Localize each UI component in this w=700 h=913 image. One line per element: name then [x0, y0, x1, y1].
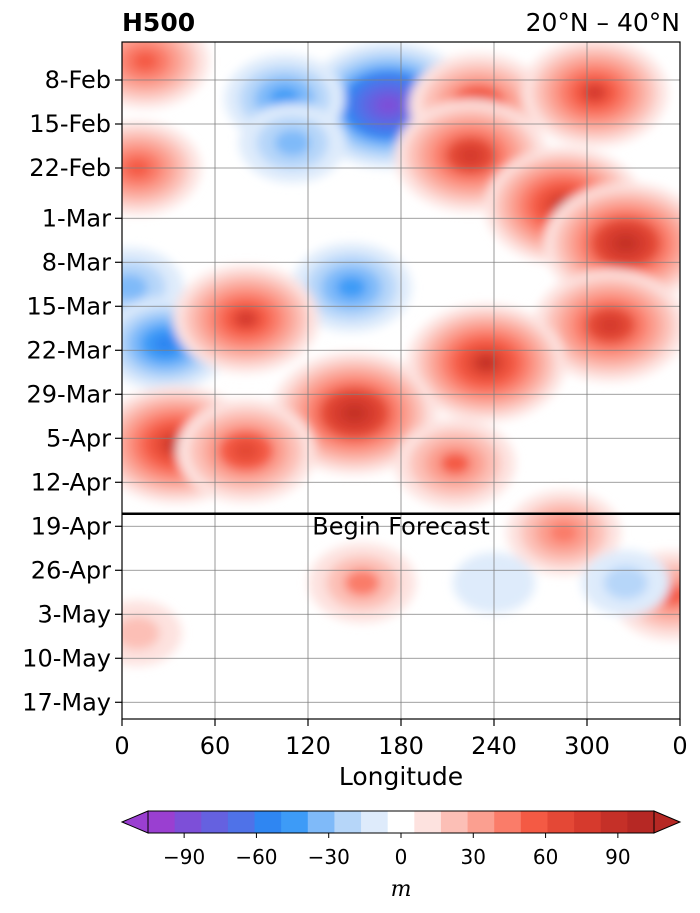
grid-lines	[122, 42, 680, 719]
y-axis: 8-Feb 15-Feb 22-Feb 1-Mar 8-Mar 15-Mar 22-Mar 2…	[22, 66, 122, 716]
colorbar-segment	[494, 811, 522, 833]
contour-level	[342, 404, 367, 422]
x-tick-label: 0	[672, 732, 687, 760]
y-tick-label: 12-Apr	[31, 468, 111, 496]
colorbar-segment	[520, 811, 548, 833]
y-tick-label: 10-May	[22, 644, 111, 672]
colorbar-segment	[201, 811, 229, 833]
colorbar: −90 −60 −30 0 30 60 90	[120, 810, 682, 869]
anomaly-feature	[176, 399, 316, 503]
contour-level	[582, 83, 607, 102]
contour-level	[152, 334, 179, 354]
contour-level	[233, 309, 259, 328]
anomaly-feature	[272, 352, 437, 474]
x-tick-label: 0	[114, 732, 129, 760]
x-axis: 0 60 120 180 240 300 0	[114, 719, 688, 760]
colorbar-segment	[148, 811, 176, 833]
x-axis-title: Longitude	[339, 762, 463, 791]
y-tick-label: 26-Apr	[31, 556, 111, 584]
y-tick-label: 8-Mar	[42, 248, 111, 276]
colorbar-tick-label: 0	[395, 845, 408, 869]
y-tick-label: 15-Mar	[27, 292, 112, 320]
anomaly-feature	[308, 543, 417, 623]
chart-title: H500	[122, 8, 195, 37]
x-tick-label: 180	[378, 732, 424, 760]
colorbar-segment	[334, 811, 362, 833]
observed-anomaly-blobs	[122, 42, 680, 508]
anomaly-feature	[395, 419, 516, 508]
colorbar-segment	[227, 811, 256, 833]
latitude-band-label: 20°N – 40°N	[526, 8, 680, 37]
colorbar-segment	[627, 811, 655, 833]
contour-level	[603, 566, 648, 600]
forecast-start-label: Begin Forecast	[312, 513, 490, 541]
colorbar-extend-high	[653, 810, 682, 834]
contour-level	[549, 522, 578, 544]
colorbar-segment	[467, 811, 495, 833]
contour-level	[232, 440, 260, 462]
colorbar-extend-low	[120, 810, 149, 834]
anomaly-feature	[291, 243, 412, 332]
contour-level	[122, 274, 148, 301]
y-tick-label: 22-Feb	[29, 154, 111, 182]
colorbar-segment	[174, 811, 202, 833]
contour-level	[274, 129, 311, 157]
contour-level	[458, 146, 484, 165]
y-tick-label: 1-Mar	[42, 204, 111, 232]
contour-level	[132, 51, 158, 71]
y-tick-label: 29-Mar	[27, 380, 112, 408]
colorbar-segment	[254, 811, 282, 833]
colorbar-segment	[414, 811, 442, 833]
colorbar-segment	[387, 811, 415, 833]
y-tick-label: 3-May	[37, 600, 111, 628]
colorbar-segment	[307, 811, 335, 833]
colorbar-tick-label: −30	[308, 845, 350, 869]
anomaly-feature	[506, 490, 621, 575]
contour-level	[474, 354, 498, 372]
colorbar-segment	[361, 811, 389, 833]
contour-level	[344, 569, 381, 597]
colorbar-segment	[440, 811, 469, 833]
colorbar-tick-label: 90	[605, 845, 630, 869]
colorbar-tick-label: 60	[533, 845, 558, 869]
forecast-anomaly-blobs	[122, 490, 680, 666]
colorbar-segment	[547, 811, 575, 833]
anomaly-feature	[122, 42, 209, 108]
y-tick-label: 22-Mar	[27, 336, 112, 364]
contour-level	[336, 276, 367, 299]
anomaly-feature	[581, 550, 671, 616]
y-tick-label: 8-Feb	[45, 66, 111, 94]
y-tick-label: 19-Apr	[31, 512, 111, 540]
colorbar-unit-label: m	[391, 877, 412, 902]
colorbar-tick-label: 30	[461, 845, 486, 869]
x-tick-label: 60	[200, 732, 231, 760]
contour-level	[122, 616, 160, 650]
colorbar-segment	[281, 811, 309, 833]
anomaly-feature	[238, 103, 347, 183]
anomaly-feature	[522, 42, 668, 147]
colorbar-segment	[600, 811, 628, 833]
x-tick-label: 300	[564, 732, 610, 760]
anomaly-feature	[543, 182, 680, 305]
contour-level	[376, 96, 401, 115]
contour-level	[597, 315, 623, 335]
contour-field	[122, 42, 680, 666]
y-tick-label: 17-May	[22, 688, 111, 716]
contour-level	[614, 234, 638, 253]
y-tick-label: 15-Feb	[29, 110, 111, 138]
colorbar-tick-label: −60	[235, 845, 277, 869]
y-tick-label: 5-Apr	[46, 424, 111, 452]
anomaly-feature	[173, 265, 319, 373]
colorbar-segment	[574, 811, 602, 833]
x-tick-label: 240	[471, 732, 517, 760]
x-tick-label: 120	[285, 732, 331, 760]
contour-level	[440, 452, 471, 475]
colorbar-tick-label: −90	[163, 845, 205, 869]
anomaly-feature	[122, 600, 182, 666]
